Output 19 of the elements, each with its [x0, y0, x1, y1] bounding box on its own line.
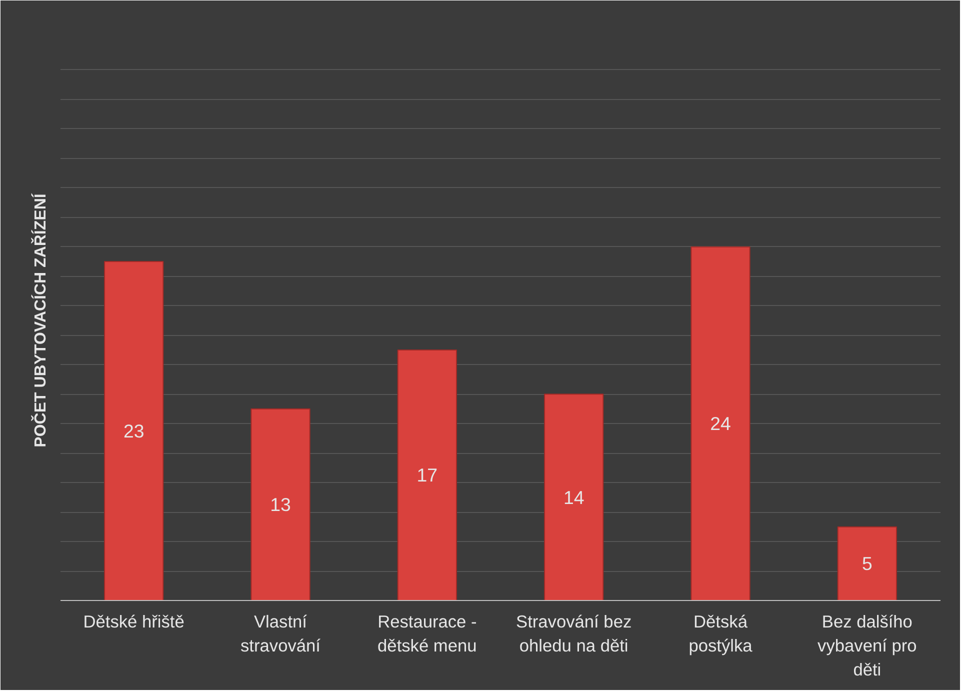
bar [104, 261, 164, 600]
data-label: 17 [416, 464, 438, 486]
x-tick-label: Vlastní stravování [240, 612, 321, 656]
x-tick-label: Restaurace - dětské menu [378, 612, 477, 656]
data-label: 14 [563, 486, 584, 508]
x-tick-label: Dětská postýlka [688, 612, 753, 656]
bar [544, 394, 604, 600]
x-tick-label: Bez dalšího vybavení pro děti [818, 612, 917, 680]
x-tick-label: Dětské hřiště [83, 612, 184, 632]
x-tick-label: Stravování bez ohledu na děti [516, 612, 632, 656]
data-label: 13 [270, 494, 291, 516]
data-label: 5 [862, 553, 872, 574]
y-axis-title: POČET UBYTOVACÍCH ZAŘÍZENÍ [30, 193, 50, 448]
bar [397, 349, 457, 600]
bar [837, 526, 897, 600]
data-label: 24 [710, 413, 731, 434]
bar [250, 408, 310, 600]
bar [690, 246, 750, 600]
data-label: 23 [123, 420, 144, 442]
